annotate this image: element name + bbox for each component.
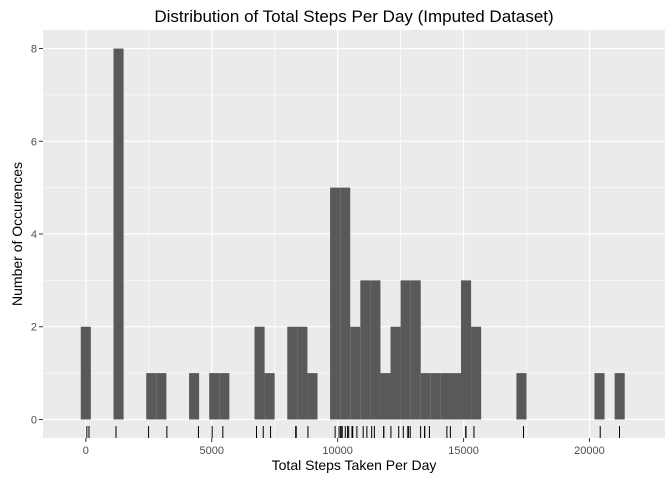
- y-tick-label: 0: [31, 414, 37, 426]
- y-axis: 0 2 4 6 8: [31, 44, 43, 426]
- histogram-bar: [209, 373, 220, 420]
- histogram-bar: [471, 326, 482, 420]
- histogram-bar: [350, 326, 361, 420]
- histogram-bar: [189, 373, 200, 420]
- histogram-bar: [430, 373, 441, 420]
- x-tick-label: 0: [83, 445, 89, 457]
- histogram-bar: [146, 373, 157, 420]
- histogram-bar: [461, 280, 472, 420]
- histogram-bar: [370, 280, 381, 420]
- histogram-bar: [440, 373, 451, 420]
- histogram-bar: [410, 280, 421, 420]
- histogram-bars: [80, 48, 625, 420]
- histogram-bar: [113, 48, 124, 420]
- histogram-bar: [360, 280, 371, 420]
- y-axis-label: Number of Occurences: [9, 162, 25, 306]
- histogram-bar: [340, 187, 351, 420]
- y-tick-label: 4: [31, 229, 37, 241]
- histogram-bar: [594, 373, 605, 420]
- y-tick-label: 2: [31, 322, 37, 334]
- histogram-bar: [450, 373, 462, 420]
- histogram-bar: [380, 373, 391, 420]
- histogram-bar: [297, 326, 308, 420]
- x-axis-label: Total Steps Taken Per Day: [272, 457, 437, 473]
- histogram-bar: [80, 326, 91, 420]
- histogram-bar: [264, 373, 275, 420]
- histogram-bar: [287, 326, 298, 420]
- histogram-bar: [219, 373, 230, 420]
- x-tick-label: 20000: [574, 445, 605, 457]
- y-tick-label: 6: [31, 136, 37, 148]
- histogram-bar: [330, 187, 341, 420]
- x-axis: 0 5000 10000 15000 20000: [83, 438, 605, 457]
- x-tick-label: 5000: [199, 445, 223, 457]
- chart-title: Distribution of Total Steps Per Day (Imp…: [154, 7, 553, 26]
- histogram-bar: [254, 326, 265, 420]
- rug-marks: [86, 426, 621, 438]
- histogram-bar: [614, 373, 625, 420]
- histogram-bar: [390, 326, 401, 420]
- y-tick-label: 8: [31, 44, 37, 56]
- x-tick-label: 10000: [322, 445, 353, 457]
- histogram-bar: [420, 373, 431, 420]
- histogram-bar: [307, 373, 318, 420]
- histogram-bar: [516, 373, 527, 420]
- histogram-bar: [400, 280, 411, 420]
- x-tick-label: 15000: [448, 445, 479, 457]
- histogram-bar: [156, 373, 167, 420]
